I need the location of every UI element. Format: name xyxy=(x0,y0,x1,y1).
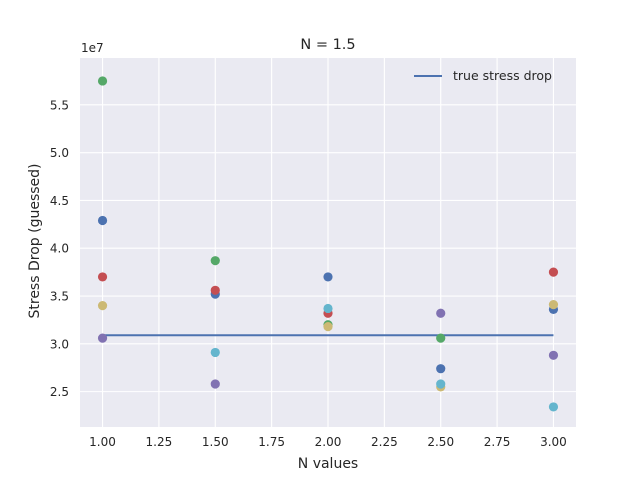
y-tick-labels: 2.5 3.0 3.5 4.0 4.5 5.0 5.5 xyxy=(50,98,69,399)
data-point xyxy=(548,402,559,412)
legend: true stress drop xyxy=(414,68,552,83)
y-tick-label: 3.0 xyxy=(50,337,69,351)
data-point xyxy=(323,272,333,282)
x-tick-label: 1.75 xyxy=(258,435,285,449)
data-points xyxy=(97,76,559,412)
x-tick-label: 1.25 xyxy=(146,435,173,449)
data-point xyxy=(323,303,333,314)
x-tick-labels: 1.00 1.25 1.50 1.75 2.00 2.25 2.50 2.75 3.00 xyxy=(89,435,567,449)
x-axis-label: N values xyxy=(298,456,358,472)
x-tick-label: 2.25 xyxy=(371,435,398,449)
y-offset-text: 1e7 xyxy=(81,41,104,55)
data-point xyxy=(548,267,559,277)
data-point xyxy=(210,256,220,266)
data-point xyxy=(210,285,220,295)
x-tick-label: 1.00 xyxy=(89,435,116,449)
data-point xyxy=(436,364,446,374)
data-point xyxy=(436,308,446,318)
data-point xyxy=(97,215,108,226)
data-point xyxy=(210,379,220,389)
data-point xyxy=(210,347,220,358)
y-tick-label: 2.5 xyxy=(50,385,69,399)
x-tick-label: 3.00 xyxy=(540,435,567,449)
y-axis-label: Stress Drop (guessed) xyxy=(27,164,43,319)
data-point xyxy=(436,379,446,389)
data-point xyxy=(97,300,108,311)
x-tick-label: 1.50 xyxy=(202,435,229,449)
y-tick-label: 4.0 xyxy=(50,242,69,256)
data-point xyxy=(97,272,108,282)
data-point xyxy=(548,350,559,360)
y-tick-label: 3.5 xyxy=(50,290,69,304)
grid-lines xyxy=(80,58,576,427)
data-point xyxy=(548,300,559,310)
x-tick-label: 2.00 xyxy=(315,435,342,449)
x-tick-label: 2.50 xyxy=(427,435,454,449)
data-point xyxy=(97,333,108,343)
data-point xyxy=(97,76,108,86)
y-tick-label: 5.5 xyxy=(50,98,69,112)
legend-label: true stress drop xyxy=(453,68,552,83)
y-tick-label: 4.5 xyxy=(50,194,69,208)
chart-title: N = 1.5 xyxy=(300,37,355,53)
data-point xyxy=(323,322,333,332)
y-tick-label: 5.0 xyxy=(50,146,69,160)
data-point xyxy=(436,333,446,343)
x-tick-label: 2.75 xyxy=(484,435,511,449)
